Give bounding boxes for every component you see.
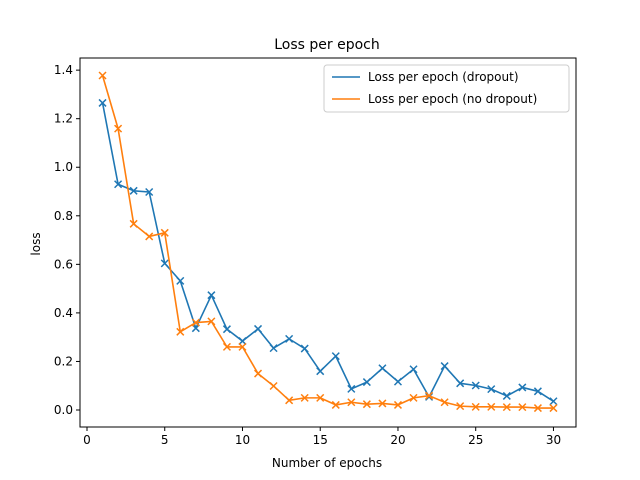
legend-box [323, 64, 570, 113]
data-point [549, 397, 558, 406]
data-point [98, 71, 107, 80]
data-point [518, 383, 527, 392]
data-point [378, 399, 387, 408]
legend-label: Loss per epoch (no dropout) [368, 92, 537, 106]
data-point [300, 344, 309, 353]
y-tick-label: 1.4 [54, 63, 73, 77]
data-point [207, 291, 216, 300]
data-point [471, 381, 480, 390]
data-point [425, 391, 434, 400]
data-point [114, 124, 123, 133]
legend-label: Loss per epoch (dropout) [368, 70, 519, 84]
data-point [269, 344, 278, 353]
data-point [269, 381, 278, 391]
data-point [331, 400, 340, 409]
y-axis-label: loss [29, 232, 43, 255]
data-point [316, 393, 325, 402]
data-point [145, 187, 154, 197]
x-tick-label: 0 [83, 433, 91, 447]
data-point [440, 398, 449, 407]
legend: Loss per epoch (dropout) Loss per epoch (… [323, 64, 570, 113]
data-point [331, 352, 340, 361]
data-point [347, 384, 356, 393]
data-point [160, 259, 169, 268]
data-point [285, 334, 294, 343]
data-point [222, 342, 231, 351]
data-point [440, 362, 449, 371]
x-axis-label: Number of epochs [272, 456, 382, 470]
y-tick-label: 0.0 [54, 403, 73, 417]
plot-area [98, 71, 558, 413]
data-point [502, 403, 511, 412]
data-point [129, 219, 138, 228]
data-point [222, 325, 231, 334]
x-tick-label: 30 [546, 433, 561, 447]
series-line [101, 102, 554, 402]
data-point [114, 180, 123, 189]
x-tick-label: 5 [161, 433, 169, 447]
data-point [362, 378, 371, 387]
y-axis-ticks: 0.0 0.2 0.4 0.6 0.8 1.0 1.2 1.4 [54, 63, 80, 417]
data-point [393, 377, 402, 386]
legend-item: Loss per epoch (no dropout) [332, 92, 537, 106]
data-point [393, 400, 402, 409]
data-point [285, 396, 294, 405]
data-point [254, 324, 263, 333]
x-tick-label: 15 [313, 433, 328, 447]
data-point [456, 402, 465, 411]
chart-title: Loss per epoch [274, 37, 380, 53]
y-tick-label: 0.8 [54, 209, 73, 223]
data-point [98, 98, 107, 107]
legend-item: Loss per epoch (dropout) [332, 70, 519, 84]
data-point [549, 404, 558, 413]
data-point [409, 365, 418, 374]
data-point [533, 404, 542, 413]
y-tick-label: 0.2 [54, 354, 73, 368]
data-point [533, 387, 542, 396]
data-point [176, 327, 185, 336]
data-point [487, 402, 496, 411]
data-point [300, 393, 309, 402]
data-point [518, 403, 527, 412]
y-tick-label: 1.2 [54, 112, 73, 126]
data-point [254, 369, 263, 378]
series-1 [98, 98, 558, 406]
x-tick-label: 20 [390, 433, 405, 447]
data-point [471, 402, 480, 411]
x-tick-label: 10 [235, 433, 250, 447]
data-point [207, 317, 216, 326]
y-tick-label: 0.6 [54, 257, 73, 271]
data-point [502, 391, 511, 400]
data-point [191, 318, 200, 327]
data-point [425, 392, 434, 401]
data-point [456, 379, 465, 388]
data-point [362, 400, 371, 409]
data-point [238, 342, 247, 351]
data-point [238, 337, 247, 346]
x-tick-label: 25 [468, 433, 483, 447]
data-point [347, 398, 356, 407]
data-point [487, 385, 496, 394]
data-point [145, 232, 154, 241]
series-2 [98, 71, 558, 413]
data-point [316, 367, 325, 376]
y-tick-label: 1.0 [54, 160, 73, 174]
y-tick-label: 0.4 [54, 306, 73, 320]
data-point [176, 276, 185, 285]
x-axis-ticks: 0 5 10 15 20 25 30 [83, 427, 561, 447]
plot-frame [79, 57, 577, 428]
data-point [378, 364, 387, 373]
data-point [409, 393, 418, 402]
series-line [101, 75, 554, 409]
data-point [160, 228, 169, 237]
data-point [129, 186, 138, 195]
